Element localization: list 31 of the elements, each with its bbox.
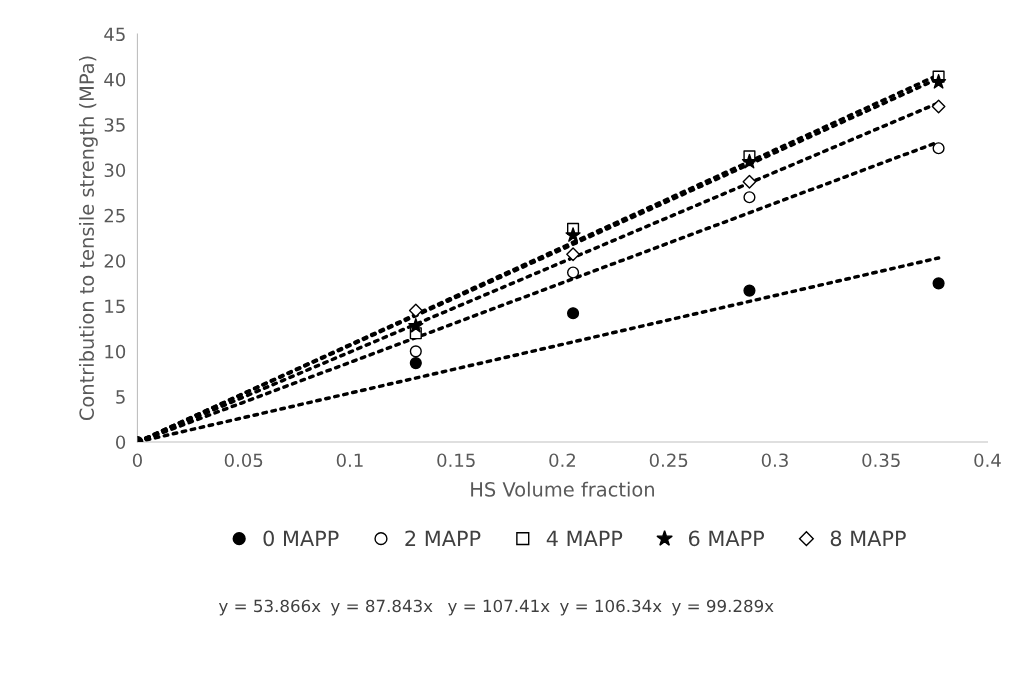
text: y = 53.866x <box>218 599 321 616</box>
legend-label: 4 MAPP <box>546 530 623 546</box>
legend-label: 0 MAPP <box>263 530 339 547</box>
text: y = 99.289x <box>671 599 774 616</box>
y-tick-label: 10 <box>105 344 126 359</box>
x-tick-label: 0.4 <box>974 453 1001 468</box>
y-tick-label: 35 <box>104 118 125 132</box>
y-tick-label: 20 <box>104 254 126 268</box>
y-tick-label: 0 <box>116 435 126 450</box>
x-tick-label: 0.35 <box>862 453 900 468</box>
x-tick-label: 0.05 <box>224 453 263 468</box>
legend-label: 2 MAPP <box>405 530 481 546</box>
text: y = 106.34x <box>559 599 662 616</box>
y-tick-label: 5 <box>116 390 125 404</box>
y-tick-label: 15 <box>105 299 125 314</box>
legend-label: 6 MAPP <box>688 530 765 547</box>
y-tick-label: 25 <box>104 208 125 223</box>
x-axis-title: HS Volume fraction <box>471 481 654 497</box>
x-tick-label: 0.3 <box>761 453 788 468</box>
y-tick-label: 30 <box>104 163 126 178</box>
y-axis-title: Contribution to tensile strength (MPa) <box>78 56 98 421</box>
x-tick-label: 0.1 <box>336 453 363 468</box>
x-tick-label: 0 <box>132 453 142 468</box>
text: y = 87.843x <box>330 599 433 616</box>
x-tick-label: 0.25 <box>649 453 688 468</box>
y-tick-label: 45 <box>104 27 125 42</box>
x-tick-label: 0.2 <box>549 453 575 468</box>
x-tick-label: 0.15 <box>437 453 475 468</box>
text: y = 107.41x <box>448 599 550 616</box>
legend-label: 8 MAPP <box>830 530 906 547</box>
y-tick-label: 40 <box>104 72 126 87</box>
